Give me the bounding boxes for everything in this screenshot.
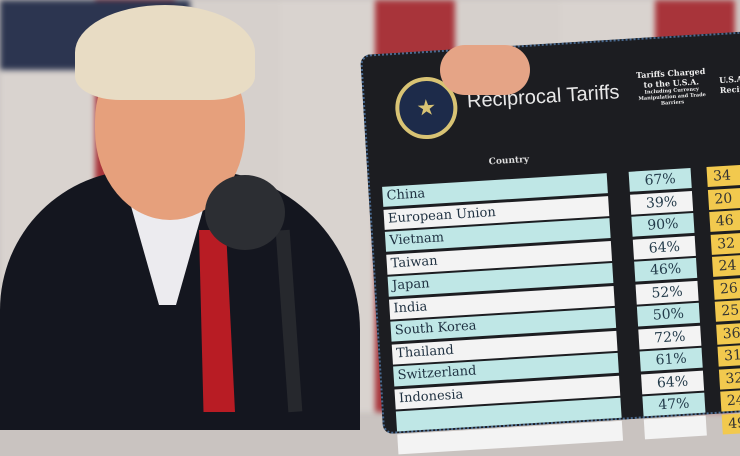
charged-tariff: 39% [630, 190, 694, 215]
charged-tariff: 64% [632, 235, 696, 260]
charged-tariff: 72% [638, 325, 702, 350]
microphone [205, 175, 285, 250]
charged-column-header: Tariffs Charged to the U.S.A. Including C… [635, 65, 707, 107]
reciprocal-tariff: 49 [721, 411, 740, 435]
reciprocal-tariff: 32 [710, 231, 740, 255]
charged-tariff: 64% [641, 370, 705, 395]
charged-tariff: 47% [642, 392, 706, 417]
charged-tariff: 90% [631, 213, 695, 237]
tariff-board: ★ Reciprocal Tariffs Tariffs Charged to … [360, 29, 740, 455]
hand [440, 45, 530, 95]
reciprocal-tariff: 34 [706, 164, 740, 188]
charged-tariff: 52% [635, 280, 699, 305]
charged-tariff: 46% [634, 258, 698, 282]
reciprocal-tariff: 25 [714, 299, 740, 323]
reciprocal-tariff: 46 [709, 209, 740, 233]
reciprocal-tariff: 24 [711, 254, 740, 278]
charged-tariff: 50% [636, 303, 700, 327]
speaker-hair [75, 5, 255, 100]
reciprocal-tariff: 24 [720, 388, 740, 412]
charged-tariff: 67% [628, 168, 692, 193]
country-column-header: Country [488, 154, 530, 168]
reciprocal-tariff: 31 [717, 343, 740, 367]
charged-tariff: 61% [639, 347, 703, 372]
reciprocal-column-header: U.S.A. Recipro [718, 73, 740, 96]
reciprocal-tariff: 26 [713, 276, 740, 300]
charged-tariff [643, 415, 707, 440]
reciprocal-tariff: 36 [716, 321, 740, 345]
reciprocal-tariff: 20 [707, 186, 740, 210]
reciprocal-tariff: 32 [718, 366, 740, 390]
